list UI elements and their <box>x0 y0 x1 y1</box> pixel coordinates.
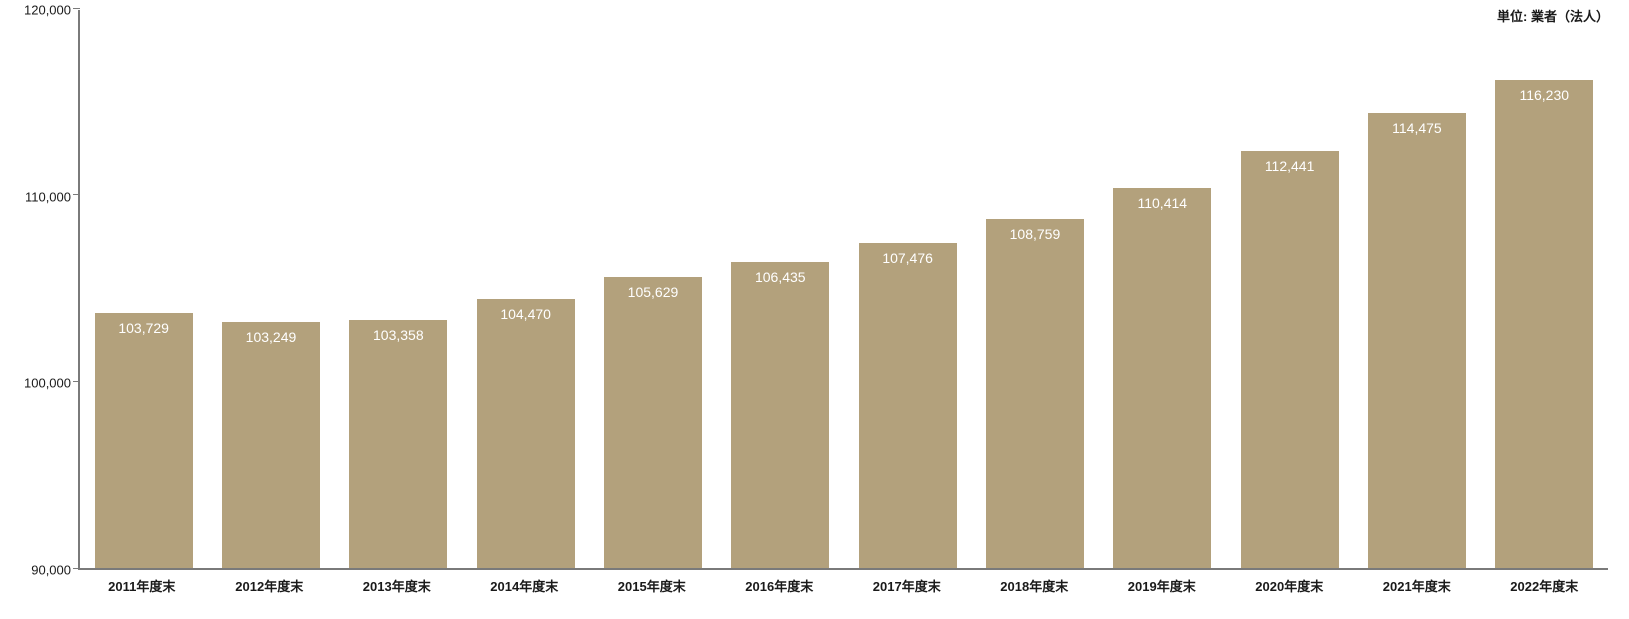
y-axis-label: 100,000 <box>11 376 71 391</box>
bar-value-label: 105,629 <box>604 284 702 300</box>
bar: 114,475 <box>1368 113 1466 568</box>
bar-value-label: 116,230 <box>1495 87 1593 103</box>
bar-value-label: 103,358 <box>349 327 447 343</box>
bars-row: 103,729 103,249 103,358 104,470 105,629 106,4… <box>80 10 1608 568</box>
bar-slot: 110,414 <box>1099 10 1226 568</box>
bar-value-label: 104,470 <box>477 306 575 322</box>
bar-value-label: 110,414 <box>1113 195 1211 211</box>
x-axis-labels: 2011年度末2012年度末2013年度末2014年度末2015年度末2016年… <box>78 576 1608 595</box>
bar: 104,470 <box>477 299 575 568</box>
x-axis-label: 2011年度末 <box>78 576 206 595</box>
plot-area: 103,729 103,249 103,358 104,470 105,629 106,4… <box>78 10 1608 570</box>
bar-slot: 107,476 <box>844 10 971 568</box>
x-axis-label: 2016年度末 <box>716 576 844 595</box>
bar-slot: 103,358 <box>335 10 462 568</box>
y-axis-label: 110,000 <box>11 189 71 204</box>
bar-slot: 103,249 <box>207 10 334 568</box>
bar: 108,759 <box>986 219 1084 568</box>
bar: 116,230 <box>1495 80 1593 568</box>
y-tick <box>73 568 80 569</box>
bar-value-label: 103,729 <box>95 320 193 336</box>
bar: 107,476 <box>859 243 957 568</box>
x-axis-label: 2021年度末 <box>1353 576 1481 595</box>
bar: 106,435 <box>731 262 829 568</box>
bar-slot: 104,470 <box>462 10 589 568</box>
bar: 103,249 <box>222 322 320 568</box>
x-axis-label: 2019年度末 <box>1098 576 1226 595</box>
bar: 112,441 <box>1241 151 1339 568</box>
bar-slot: 114,475 <box>1353 10 1480 568</box>
x-axis-label: 2015年度末 <box>588 576 716 595</box>
bar-value-label: 108,759 <box>986 226 1084 242</box>
x-axis-label: 2018年度末 <box>971 576 1099 595</box>
y-tick <box>73 381 80 382</box>
bar-value-label: 114,475 <box>1368 120 1466 136</box>
bar-value-label: 112,441 <box>1241 158 1339 174</box>
bar-chart: 単位: 業者（法人） 103,729103,249103,358104,4701… <box>0 0 1629 619</box>
x-axis-label: 2013年度末 <box>333 576 461 595</box>
y-tick <box>73 194 80 195</box>
bar: 110,414 <box>1113 188 1211 568</box>
bar: 105,629 <box>604 277 702 568</box>
x-axis-label: 2022年度末 <box>1481 576 1609 595</box>
x-axis-label: 2014年度末 <box>461 576 589 595</box>
bar-slot: 108,759 <box>971 10 1098 568</box>
x-axis-label: 2012年度末 <box>206 576 334 595</box>
bar-value-label: 103,249 <box>222 329 320 345</box>
bar-slot: 106,435 <box>717 10 844 568</box>
bar: 103,729 <box>95 313 193 568</box>
y-axis-label: 90,000 <box>11 563 71 578</box>
x-axis-label: 2020年度末 <box>1226 576 1354 595</box>
bar-value-label: 106,435 <box>731 269 829 285</box>
y-tick <box>73 8 80 9</box>
bar-slot: 116,230 <box>1481 10 1608 568</box>
bar: 103,358 <box>349 320 447 568</box>
x-axis-label: 2017年度末 <box>843 576 971 595</box>
y-axis-label: 120,000 <box>11 3 71 18</box>
bar-slot: 105,629 <box>589 10 716 568</box>
bar-slot: 112,441 <box>1226 10 1353 568</box>
bar-value-label: 107,476 <box>859 250 957 266</box>
bar-slot: 103,729 <box>80 10 207 568</box>
